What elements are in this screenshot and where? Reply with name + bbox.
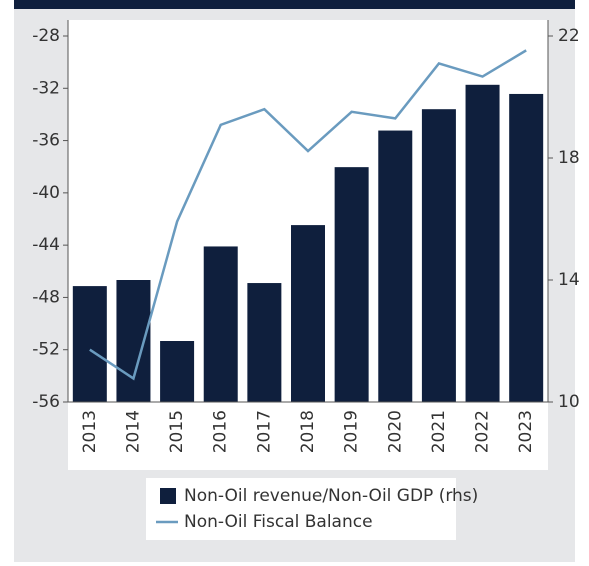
y-tick-label: -44 <box>32 235 60 255</box>
x-tick-label: 2016 <box>211 410 231 453</box>
y-tick-label: -48 <box>32 287 60 307</box>
x-tick-label: 2023 <box>516 410 536 453</box>
y-tick-label: -28 <box>32 26 60 46</box>
x-tick-label: 2022 <box>473 410 493 453</box>
bar <box>203 246 238 402</box>
legend-swatch <box>160 488 176 504</box>
x-tick-label: 2021 <box>429 410 449 453</box>
x-tick-label: 2019 <box>342 410 362 453</box>
y2-tick-label: 14 <box>558 270 580 290</box>
bar <box>160 341 195 402</box>
bar <box>378 130 413 403</box>
bar <box>291 225 325 402</box>
y2-tick-label: 10 <box>558 392 580 412</box>
bar <box>421 109 456 402</box>
y-tick-label: -52 <box>32 340 60 360</box>
top-bar <box>14 0 575 9</box>
y-tick-label: -40 <box>32 183 60 203</box>
legend-label: Non-Oil revenue/Non-Oil GDP (rhs) <box>184 486 478 506</box>
bar <box>465 84 500 403</box>
x-tick-label: 2014 <box>123 410 143 453</box>
x-tick-label: 2018 <box>298 410 318 453</box>
legend-label: Non-Oil Fiscal Balance <box>184 512 373 532</box>
bar <box>247 283 282 402</box>
x-tick-label: 2015 <box>167 410 187 453</box>
y2-tick-label: 22 <box>558 26 580 46</box>
legend-box <box>146 478 456 540</box>
y-tick-label: -32 <box>32 78 60 98</box>
y-tick-label: -56 <box>32 392 60 412</box>
x-tick-label: 2020 <box>385 410 405 453</box>
bar <box>509 93 544 402</box>
y-tick-label: -36 <box>32 131 60 151</box>
line <box>89 49 527 381</box>
x-tick-label: 2013 <box>80 410 100 453</box>
bar <box>334 167 369 402</box>
bar <box>72 286 107 402</box>
bar <box>116 280 151 402</box>
y2-tick-label: 18 <box>558 148 580 168</box>
x-tick-label: 2017 <box>254 410 274 453</box>
